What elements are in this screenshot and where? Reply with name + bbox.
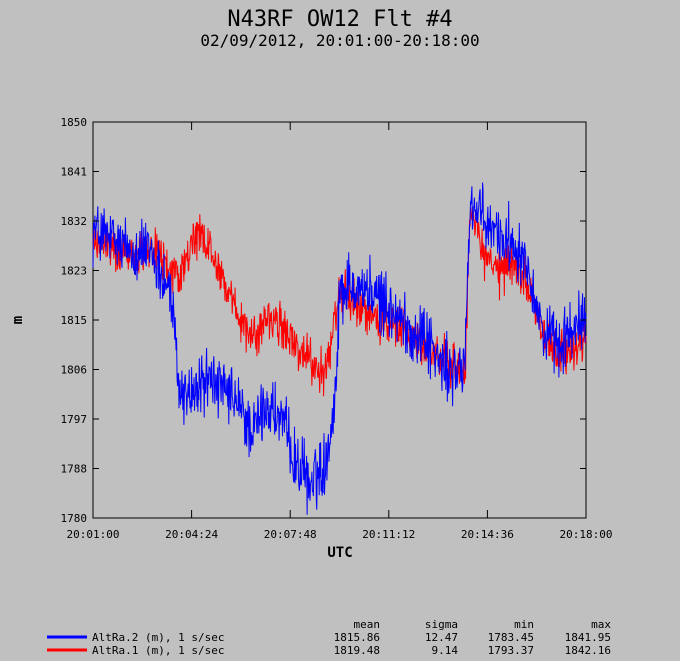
y-tick-label: 1832 [61,215,88,228]
x-tick-label: 20:04:24 [165,528,218,541]
y-tick-label: 1823 [61,265,88,278]
legend-label-altra2: AltRa.2 (m), 1 s/sec [92,631,224,644]
altra1-max: 1842.16 [565,644,611,657]
legend-stats-table: mean sigma min max AltRa.2 (m), 1 s/sec … [47,618,611,657]
x-tick-label: 20:14:36 [461,528,514,541]
altra2-mean: 1815.86 [334,631,380,644]
stats-header-sigma: sigma [425,618,458,631]
legend-label-altra1: AltRa.1 (m), 1 s/sec [92,644,224,657]
chart-title: N43RF OW12 Flt #4 [227,7,452,32]
y-tick-label: 1841 [61,166,88,179]
altra2-sigma: 12.47 [425,631,458,644]
x-tick-labels: 20:01:00 20:04:24 20:07:48 20:11:12 20:14:36… [67,528,613,541]
stats-header-min: min [514,618,534,631]
ticks-layer [92,121,587,519]
altra1-mean: 1819.48 [334,644,380,657]
altra2-min: 1783.45 [488,631,534,644]
stats-header-max: max [591,618,611,631]
altra1-min: 1793.37 [488,644,534,657]
x-tick-label: 20:11:12 [362,528,415,541]
y-tick-label: 1780 [61,512,88,525]
series-layer [92,182,587,515]
y-tick-label: 1850 [61,116,88,129]
x-axis-label: UTC [327,545,352,561]
y-tick-labels: 1850 1841 1832 1823 1815 1806 1797 1788 1780 [61,116,88,525]
y-tick-label: 1788 [61,463,88,476]
chart-subtitle: 02/09/2012, 20:01:00-20:18:00 [200,31,479,50]
altra2-max: 1841.95 [565,631,611,644]
x-tick-label: 20:01:00 [67,528,120,541]
x-tick-label: 20:18:00 [560,528,613,541]
y-axis-label: m [10,316,26,324]
series-altra2-line [92,182,587,515]
y-tick-label: 1806 [61,364,88,377]
x-tick-label: 20:07:48 [264,528,317,541]
plot-frame [92,121,587,519]
y-tick-label: 1815 [61,314,88,327]
altra1-sigma: 9.14 [432,644,459,657]
stats-header-mean: mean [354,618,381,631]
y-tick-label: 1797 [61,413,88,426]
